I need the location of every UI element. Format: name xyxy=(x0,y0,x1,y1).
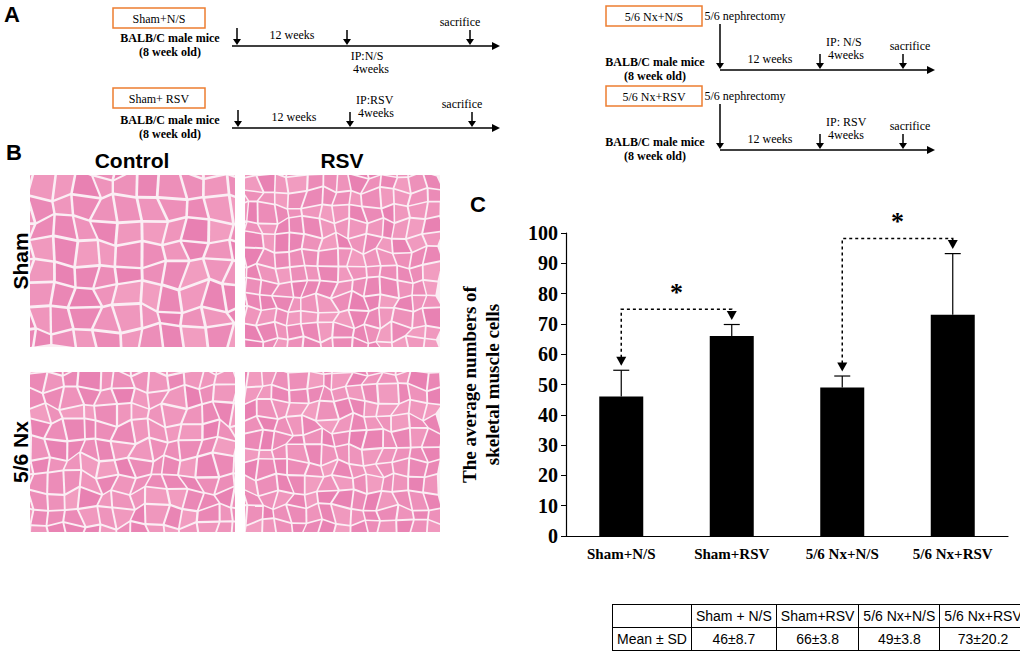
html-text:66±3.8: 66±3.8 xyxy=(796,631,839,647)
svg-text:100: 100 xyxy=(528,222,558,244)
svg-text:BALB/C male mice: BALB/C male mice xyxy=(605,135,705,149)
svg-text:20: 20 xyxy=(538,464,558,486)
svg-text:sacrifice: sacrifice xyxy=(890,39,931,53)
svg-text:skeletal muscle cells: skeletal muscle cells xyxy=(482,304,503,465)
svg-text:Sham+ RSV: Sham+ RSV xyxy=(129,92,190,106)
svg-text:sacrifice: sacrifice xyxy=(440,15,481,29)
html-text:73±20.2: 73±20.2 xyxy=(957,631,1009,647)
svg-text:90: 90 xyxy=(538,252,558,274)
svg-text:Control: Control xyxy=(95,149,170,172)
svg-text:(8 week old): (8 week old) xyxy=(139,45,201,59)
svg-text:Sham: Sham xyxy=(9,232,32,289)
svg-text:BALB/C male mice: BALB/C male mice xyxy=(120,113,220,127)
svg-text:4weeks: 4weeks xyxy=(358,106,394,120)
svg-text:BALB/C male mice: BALB/C male mice xyxy=(120,31,220,45)
svg-text:B: B xyxy=(6,140,22,165)
svg-text:(8 week old): (8 week old) xyxy=(624,69,686,83)
svg-text:10: 10 xyxy=(538,495,558,517)
svg-text:BALB/C male mice: BALB/C male mice xyxy=(605,55,705,69)
svg-text:IP: N/S: IP: N/S xyxy=(826,35,862,49)
svg-text:IP: RSV: IP: RSV xyxy=(826,115,867,129)
svg-text:C: C xyxy=(470,192,486,217)
svg-text:70: 70 xyxy=(538,313,558,335)
svg-text:12 weeks: 12 weeks xyxy=(748,52,793,66)
svg-text:5/6 Nx+RSV: 5/6 Nx+RSV xyxy=(622,90,685,104)
svg-text:Sham+N/S: Sham+N/S xyxy=(587,546,656,562)
html-text:46±8.7: 46±8.7 xyxy=(712,631,756,647)
svg-text:IP:RSV: IP:RSV xyxy=(356,93,394,107)
svg-text:5/6 Nx+RSV: 5/6 Nx+RSV xyxy=(913,546,993,562)
svg-text:IP:N/S: IP:N/S xyxy=(351,49,384,63)
svg-text:(8 week old): (8 week old) xyxy=(624,149,686,163)
svg-text:12 weeks: 12 weeks xyxy=(272,110,317,124)
svg-text:The average numbers of: The average numbers of xyxy=(459,285,480,483)
html-text:Sham + N/S: Sham + N/S xyxy=(695,608,772,624)
html-text:Sham+RSV: Sham+RSV xyxy=(780,608,855,624)
svg-text:30: 30 xyxy=(538,434,558,456)
svg-text:0: 0 xyxy=(548,525,558,547)
svg-text:*: * xyxy=(891,207,904,236)
svg-text:sacrifice: sacrifice xyxy=(442,97,483,111)
svg-text:4weeks: 4weeks xyxy=(353,62,389,76)
svg-text:12 weeks: 12 weeks xyxy=(748,132,793,146)
svg-text:RSV: RSV xyxy=(320,149,363,172)
svg-text:*: * xyxy=(670,278,683,307)
svg-text:Sham+RSV: Sham+RSV xyxy=(694,546,769,562)
svg-text:(8 week old): (8 week old) xyxy=(139,127,201,141)
svg-text:5/6 nephrectomy: 5/6 nephrectomy xyxy=(705,89,786,103)
svg-text:sacrifice: sacrifice xyxy=(890,119,931,133)
svg-text:80: 80 xyxy=(538,283,558,305)
svg-text:40: 40 xyxy=(538,404,558,426)
svg-text:12 weeks: 12 weeks xyxy=(270,28,315,42)
html-text:5/6 Nx+N/S: 5/6 Nx+N/S xyxy=(863,608,936,624)
svg-text:Sham+N/S: Sham+N/S xyxy=(133,12,186,26)
svg-text:5/6 Nx+N/S: 5/6 Nx+N/S xyxy=(806,546,879,562)
html-text:49±3.8: 49±3.8 xyxy=(878,631,921,647)
svg-text:50: 50 xyxy=(538,374,558,396)
svg-text:5/6 Nx+N/S: 5/6 Nx+N/S xyxy=(625,10,683,24)
svg-text:A: A xyxy=(4,2,20,27)
svg-text:60: 60 xyxy=(538,343,558,365)
svg-text:5/6 nephrectomy: 5/6 nephrectomy xyxy=(705,9,786,23)
svg-text:5/6 Nx: 5/6 Nx xyxy=(9,421,32,483)
svg-text:4weeks: 4weeks xyxy=(828,128,864,142)
svg-text:4weeks: 4weeks xyxy=(828,48,864,62)
html-text:Mean ± SD: Mean ± SD xyxy=(617,631,687,647)
